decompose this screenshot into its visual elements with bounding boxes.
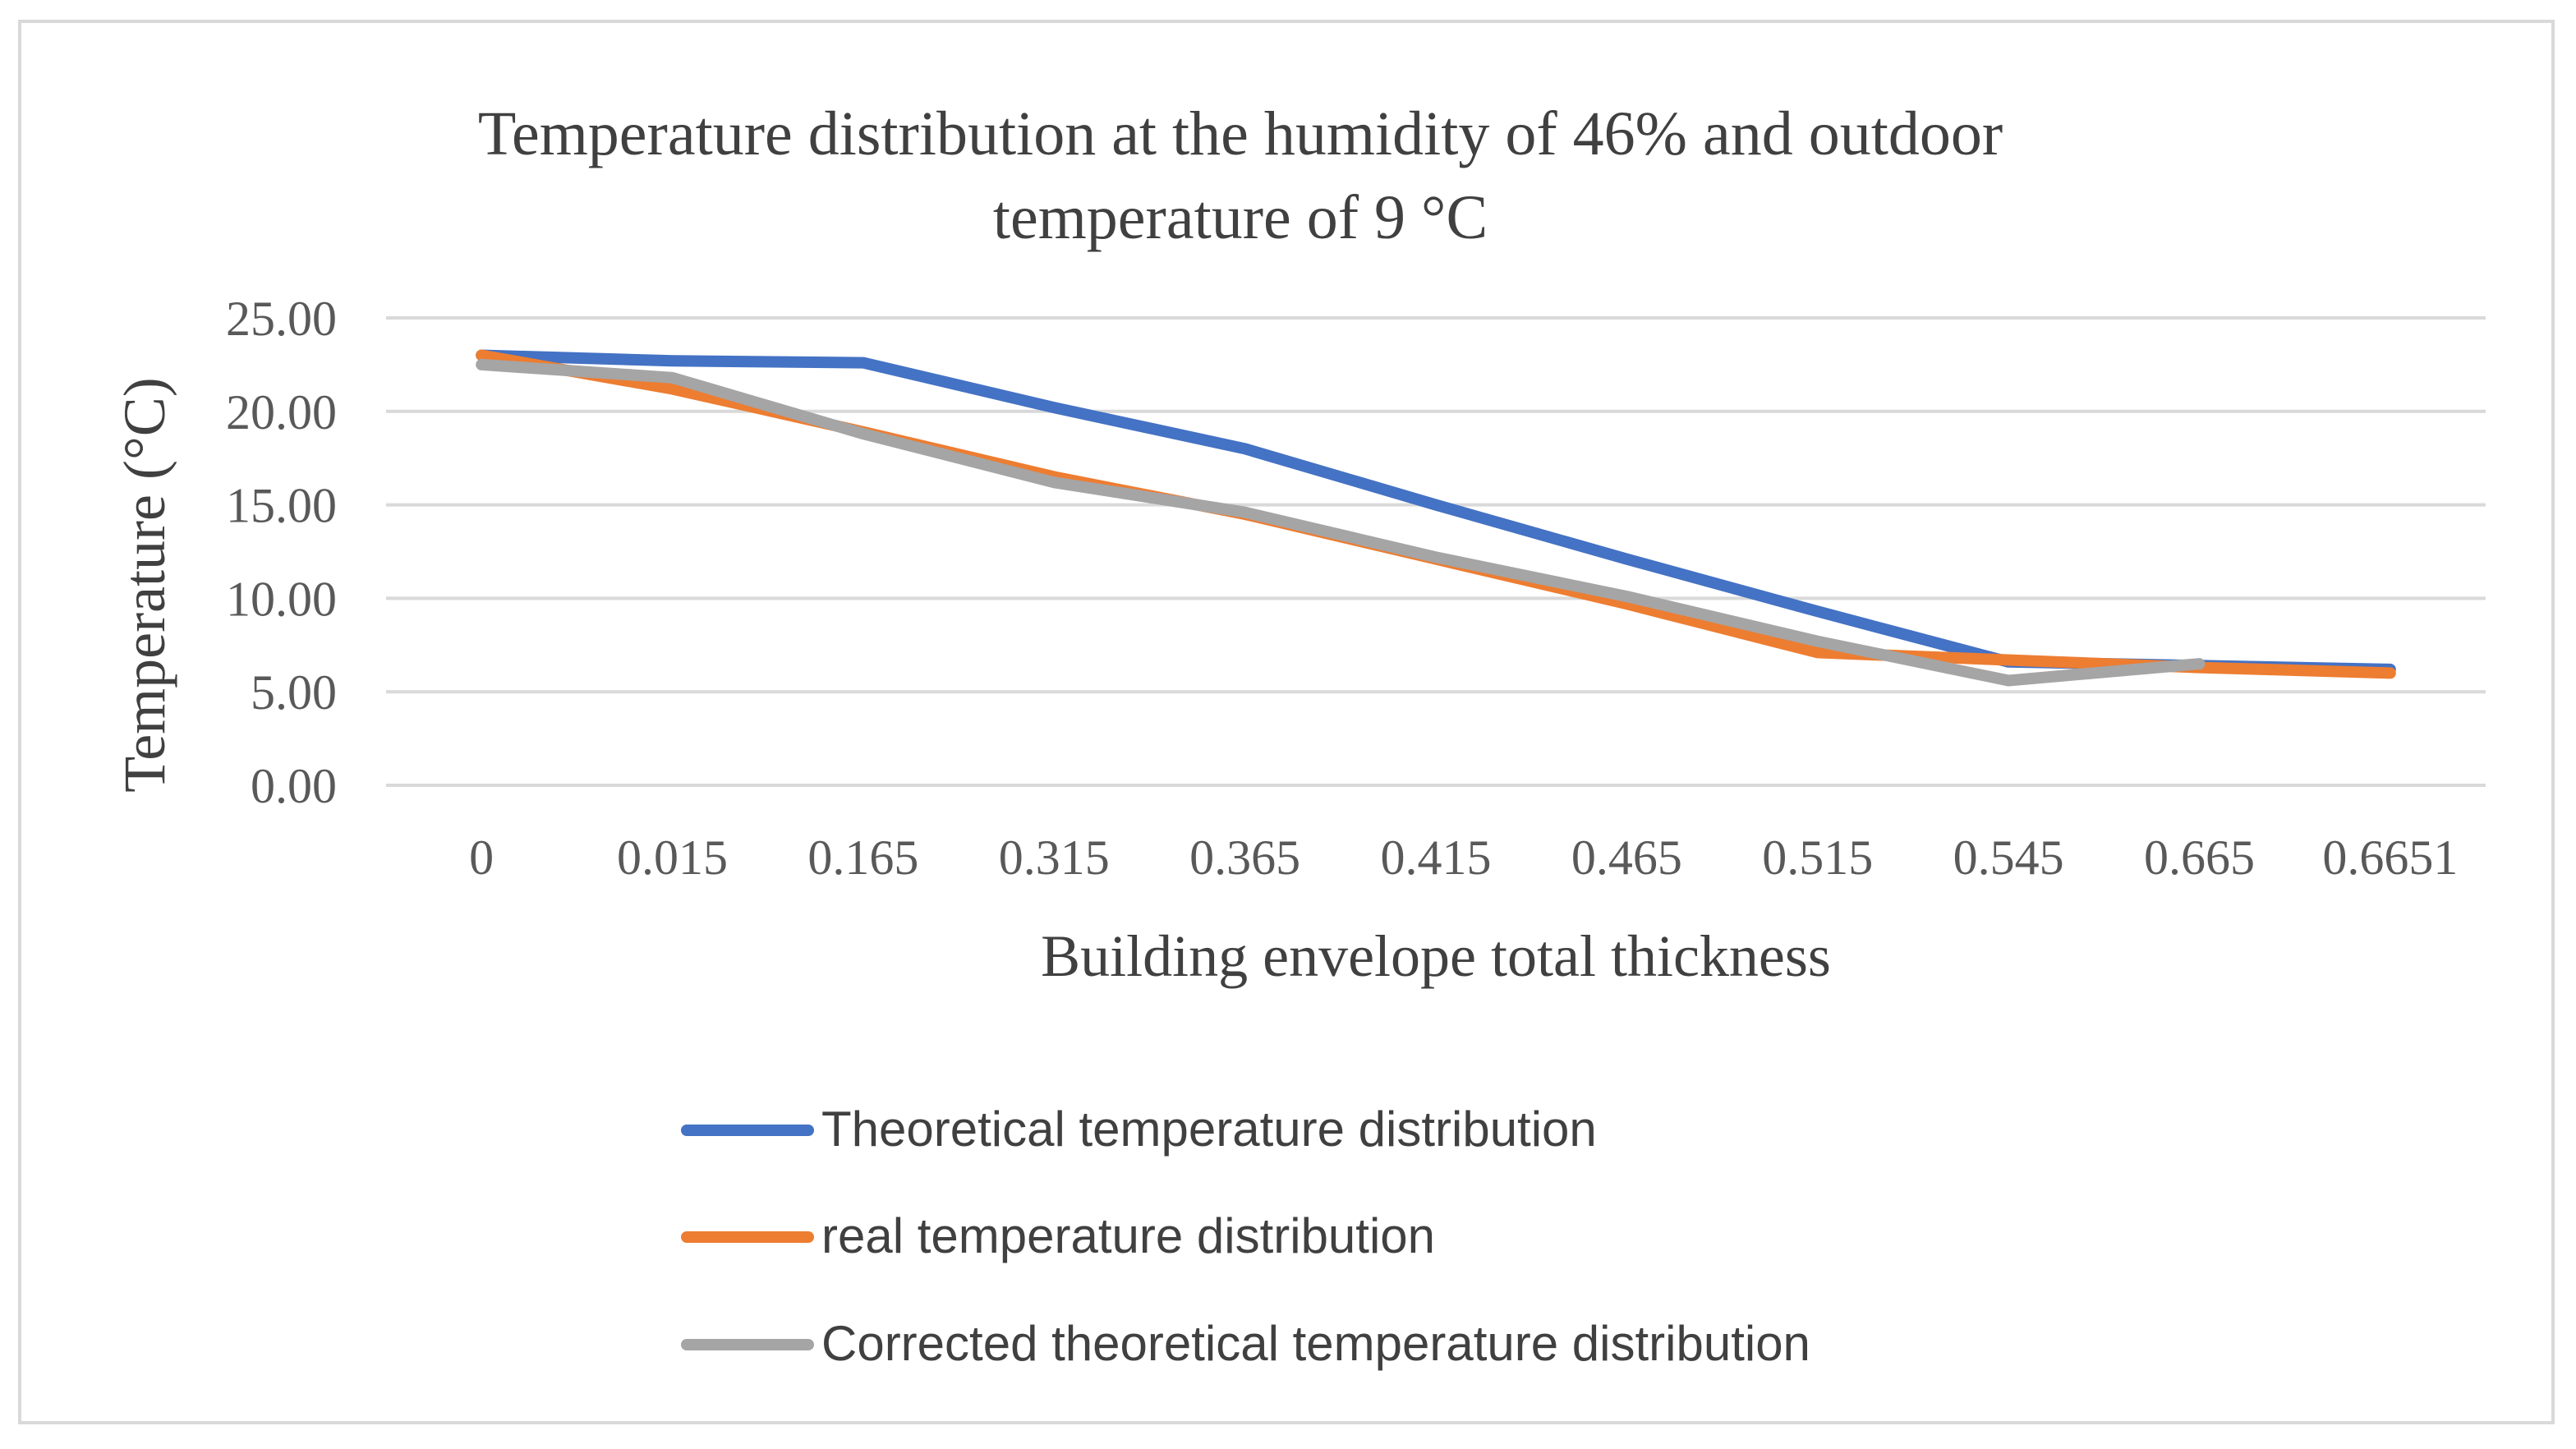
chart-title-line-1: Temperature distribution at the humidity… (478, 99, 2003, 168)
x-tick-label: 0.545 (1953, 830, 2064, 885)
x-tick-label: 0.415 (1381, 830, 1492, 885)
legend-label-real: real temperature distribution (821, 1208, 1435, 1263)
chart-frame (18, 20, 2555, 1424)
y-tick-label: 20.00 (226, 385, 337, 439)
y-tick-labels: 0.00 5.00 10.00 15.00 20.00 25.00 (226, 292, 337, 813)
y-tick-label: 0.00 (251, 759, 337, 813)
gridlines (386, 316, 2486, 787)
x-tick-label: 0.165 (807, 830, 918, 885)
y-axis-title: Temperature (°C) (112, 377, 177, 793)
x-tick-label: 0.365 (1189, 830, 1300, 885)
x-tick-label: 0 (469, 830, 494, 885)
series-line-corrected (476, 358, 2206, 687)
x-tick-label: 0.665 (2144, 830, 2255, 885)
chart-title-line-2: temperature of 9 °C (993, 183, 1488, 252)
x-tick-label: 0.515 (1762, 830, 1873, 885)
x-tick-labels: 0 0.015 0.165 0.315 0.365 0.415 0.465 0.515 0.54… (469, 830, 2458, 885)
x-axis-title: Building envelope total thickness (1041, 923, 1831, 989)
x-tick-label: 0.465 (1571, 830, 1682, 885)
y-tick-label: 25.00 (226, 292, 337, 346)
x-tick-label: 0.015 (617, 830, 728, 885)
x-tick-label: 0.315 (999, 830, 1110, 885)
y-tick-label: 10.00 (226, 572, 337, 626)
y-tick-label: 5.00 (251, 665, 337, 720)
legend: Theoretical temperature distribution rea… (681, 1102, 1810, 1371)
series-lines (476, 349, 2396, 687)
legend-label-corrected: Corrected theoretical temperature distri… (821, 1316, 1810, 1371)
legend-label-theoretical: Theoretical temperature distribution (821, 1102, 1597, 1157)
x-tick-label: 0.6651 (2322, 830, 2458, 885)
y-tick-label: 15.00 (226, 479, 337, 533)
